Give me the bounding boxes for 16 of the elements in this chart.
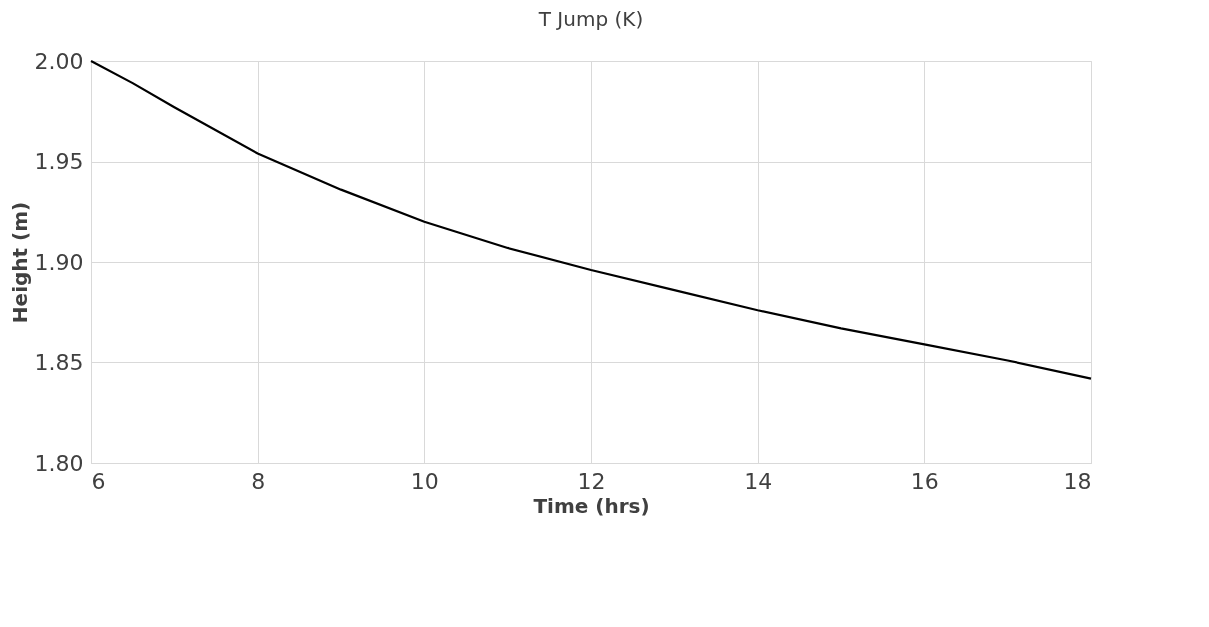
x-tick-label: 10 bbox=[410, 468, 439, 494]
x-tick-label: 18 bbox=[1063, 468, 1092, 494]
x-axis-title: Time (hrs) bbox=[533, 493, 650, 518]
y-tick-label: 1.95 bbox=[34, 149, 84, 174]
chart-title: T Jump (K) bbox=[537, 7, 644, 31]
y-tick-label: 1.90 bbox=[34, 249, 84, 275]
x-tick-label: 14 bbox=[744, 468, 773, 494]
x-tick-label: 16 bbox=[910, 468, 939, 494]
x-tick-label: 8 bbox=[251, 468, 266, 494]
x-tick-label: 12 bbox=[577, 468, 606, 494]
y-tick-label: 1.80 bbox=[34, 450, 84, 476]
x-tick-label: 6 bbox=[91, 468, 106, 494]
line-series bbox=[89, 59, 1093, 380]
y-tick-label: 2.00 bbox=[34, 48, 84, 74]
y-tick-label: 1.85 bbox=[34, 350, 84, 375]
y-axis-title: Height (m) bbox=[7, 201, 32, 324]
